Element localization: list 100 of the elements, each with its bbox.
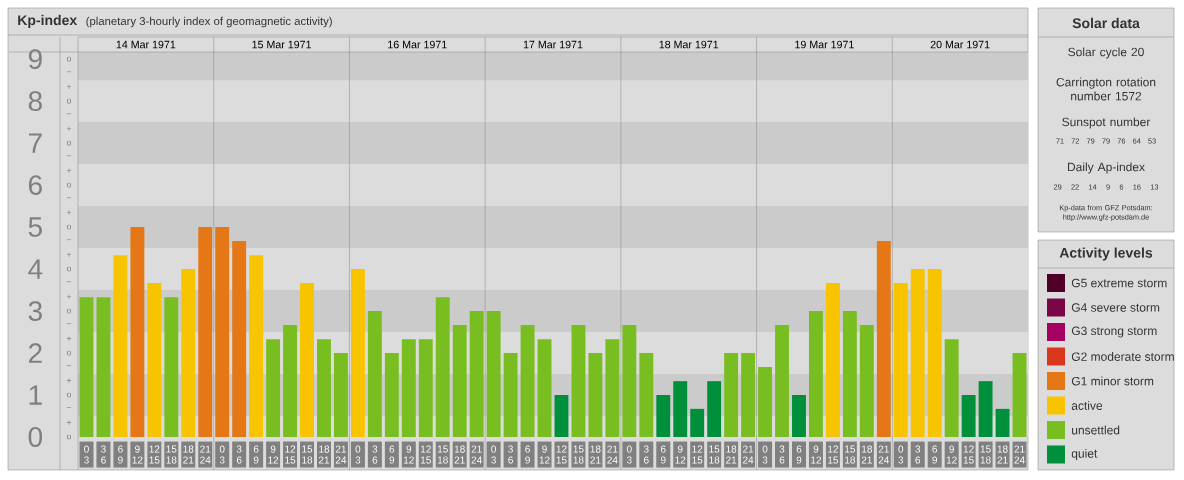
x-tick-label: 21 24 [1014, 445, 1025, 464]
text: 19 Mar 1971 [795, 40, 854, 49]
bar [944, 339, 959, 437]
bar [741, 353, 756, 437]
bar [300, 282, 314, 437]
text: o [66, 434, 72, 440]
x-tick-label: 9 12 [404, 445, 414, 464]
bar [978, 381, 993, 437]
bar [605, 339, 620, 437]
x-tick-label: 6 9 [389, 445, 395, 464]
x-tick-label: 18 21 [997, 445, 1008, 464]
text: o [66, 98, 72, 104]
text: − [66, 71, 72, 73]
text: 18 Mar 1971 [659, 40, 719, 49]
x-tick-label: 15 18 [845, 445, 856, 464]
text: 17 Mar 1971 [523, 40, 583, 49]
bar [588, 353, 603, 437]
text: + [66, 126, 72, 131]
text: Carrington rotation number 1572 [1056, 77, 1156, 101]
bar [401, 339, 416, 437]
x-tick-label: 12 15 [963, 445, 974, 464]
text: + [66, 294, 72, 299]
bar [198, 227, 213, 437]
x-tick-label: 6 9 [932, 445, 938, 464]
x-tick-label: 21 24 [607, 445, 618, 464]
x-tick-label: 0 3 [84, 445, 89, 464]
x-tick-label: 21 24 [335, 445, 347, 464]
x-tick-label: 15 18 [709, 445, 720, 464]
y-tick-label: 1 [29, 385, 42, 405]
x-tick-label: 3 6 [915, 445, 921, 464]
text: + [66, 210, 72, 215]
x-tick-label: 0 3 [898, 445, 904, 464]
y-tick-label: 6 [28, 175, 42, 196]
legend-label: G3 strong storm [1071, 326, 1157, 338]
bar [113, 255, 128, 437]
bar [707, 381, 722, 437]
y-tick-label: 3 [28, 301, 42, 321]
text: Solar cycle 20 [1068, 47, 1144, 59]
text: o [66, 308, 72, 314]
bar [79, 297, 94, 437]
x-tick-label: 9 12 [539, 445, 550, 464]
legend-title: Activity levels [1059, 247, 1153, 261]
x-tick-label: 0 3 [626, 445, 632, 464]
bar [520, 324, 535, 437]
bar [808, 311, 823, 437]
x-tick-label: 9 12 [132, 445, 143, 464]
x-tick-label: 6 9 [253, 445, 259, 464]
chart-subtitle: (planetary 3-hourly index of geomagnetic activity) [86, 16, 332, 28]
bar [1012, 353, 1027, 437]
text: 14 Mar 1971 [116, 40, 176, 49]
x-tick-label: 18 21 [726, 445, 737, 464]
x-tick-label: 18 21 [454, 445, 465, 464]
bar [995, 408, 1010, 437]
x-tick-label: 9 12 [675, 445, 686, 464]
x-tick-label: 12 15 [828, 445, 839, 464]
bar [232, 240, 247, 437]
x-tick-label: 3 6 [779, 445, 785, 464]
x-tick-label: 6 9 [525, 445, 530, 464]
text: + [66, 252, 72, 257]
bar [961, 395, 976, 437]
bar [825, 282, 840, 437]
text: o [66, 392, 72, 398]
x-tick-label: 3 6 [508, 445, 513, 464]
x-tick-label: 3 6 [101, 445, 106, 464]
text: o [66, 350, 72, 356]
bar [656, 395, 671, 437]
x-tick-label: 9 12 [946, 445, 957, 464]
text: − [66, 323, 72, 325]
bar [792, 395, 806, 437]
x-tick-label: 6 9 [796, 445, 802, 464]
bar [215, 227, 230, 437]
bar [452, 324, 467, 437]
text: o [66, 182, 72, 188]
x-tick-label: 21 24 [471, 445, 482, 464]
x-tick-label: 12 15 [420, 445, 431, 464]
x-tick-label: 0 3 [355, 445, 361, 464]
bar [164, 297, 179, 437]
x-tick-label: 21 24 [878, 445, 890, 464]
bar [334, 353, 348, 437]
x-tick-label: 18 21 [318, 445, 330, 464]
x-tick-label: 15 18 [437, 445, 448, 464]
text: 15 Mar 1971 [252, 40, 311, 49]
bar [758, 366, 773, 437]
legend-label: active [1071, 401, 1103, 410]
bar [554, 395, 569, 437]
y-tick-label: 7 [29, 133, 42, 153]
bar [927, 269, 942, 437]
bar [350, 269, 365, 437]
x-tick-label: 6 9 [118, 445, 123, 464]
x-tick-label: 21 24 [743, 445, 754, 464]
x-tick-label: 15 18 [166, 445, 177, 464]
bar [435, 297, 450, 437]
bar [537, 339, 552, 437]
text: + [66, 420, 72, 425]
y-tick-label: 5 [28, 217, 42, 237]
bar [367, 311, 382, 437]
text: + [66, 168, 72, 173]
bar [418, 339, 433, 437]
bar [842, 311, 857, 437]
text: Solar data [1072, 17, 1140, 29]
